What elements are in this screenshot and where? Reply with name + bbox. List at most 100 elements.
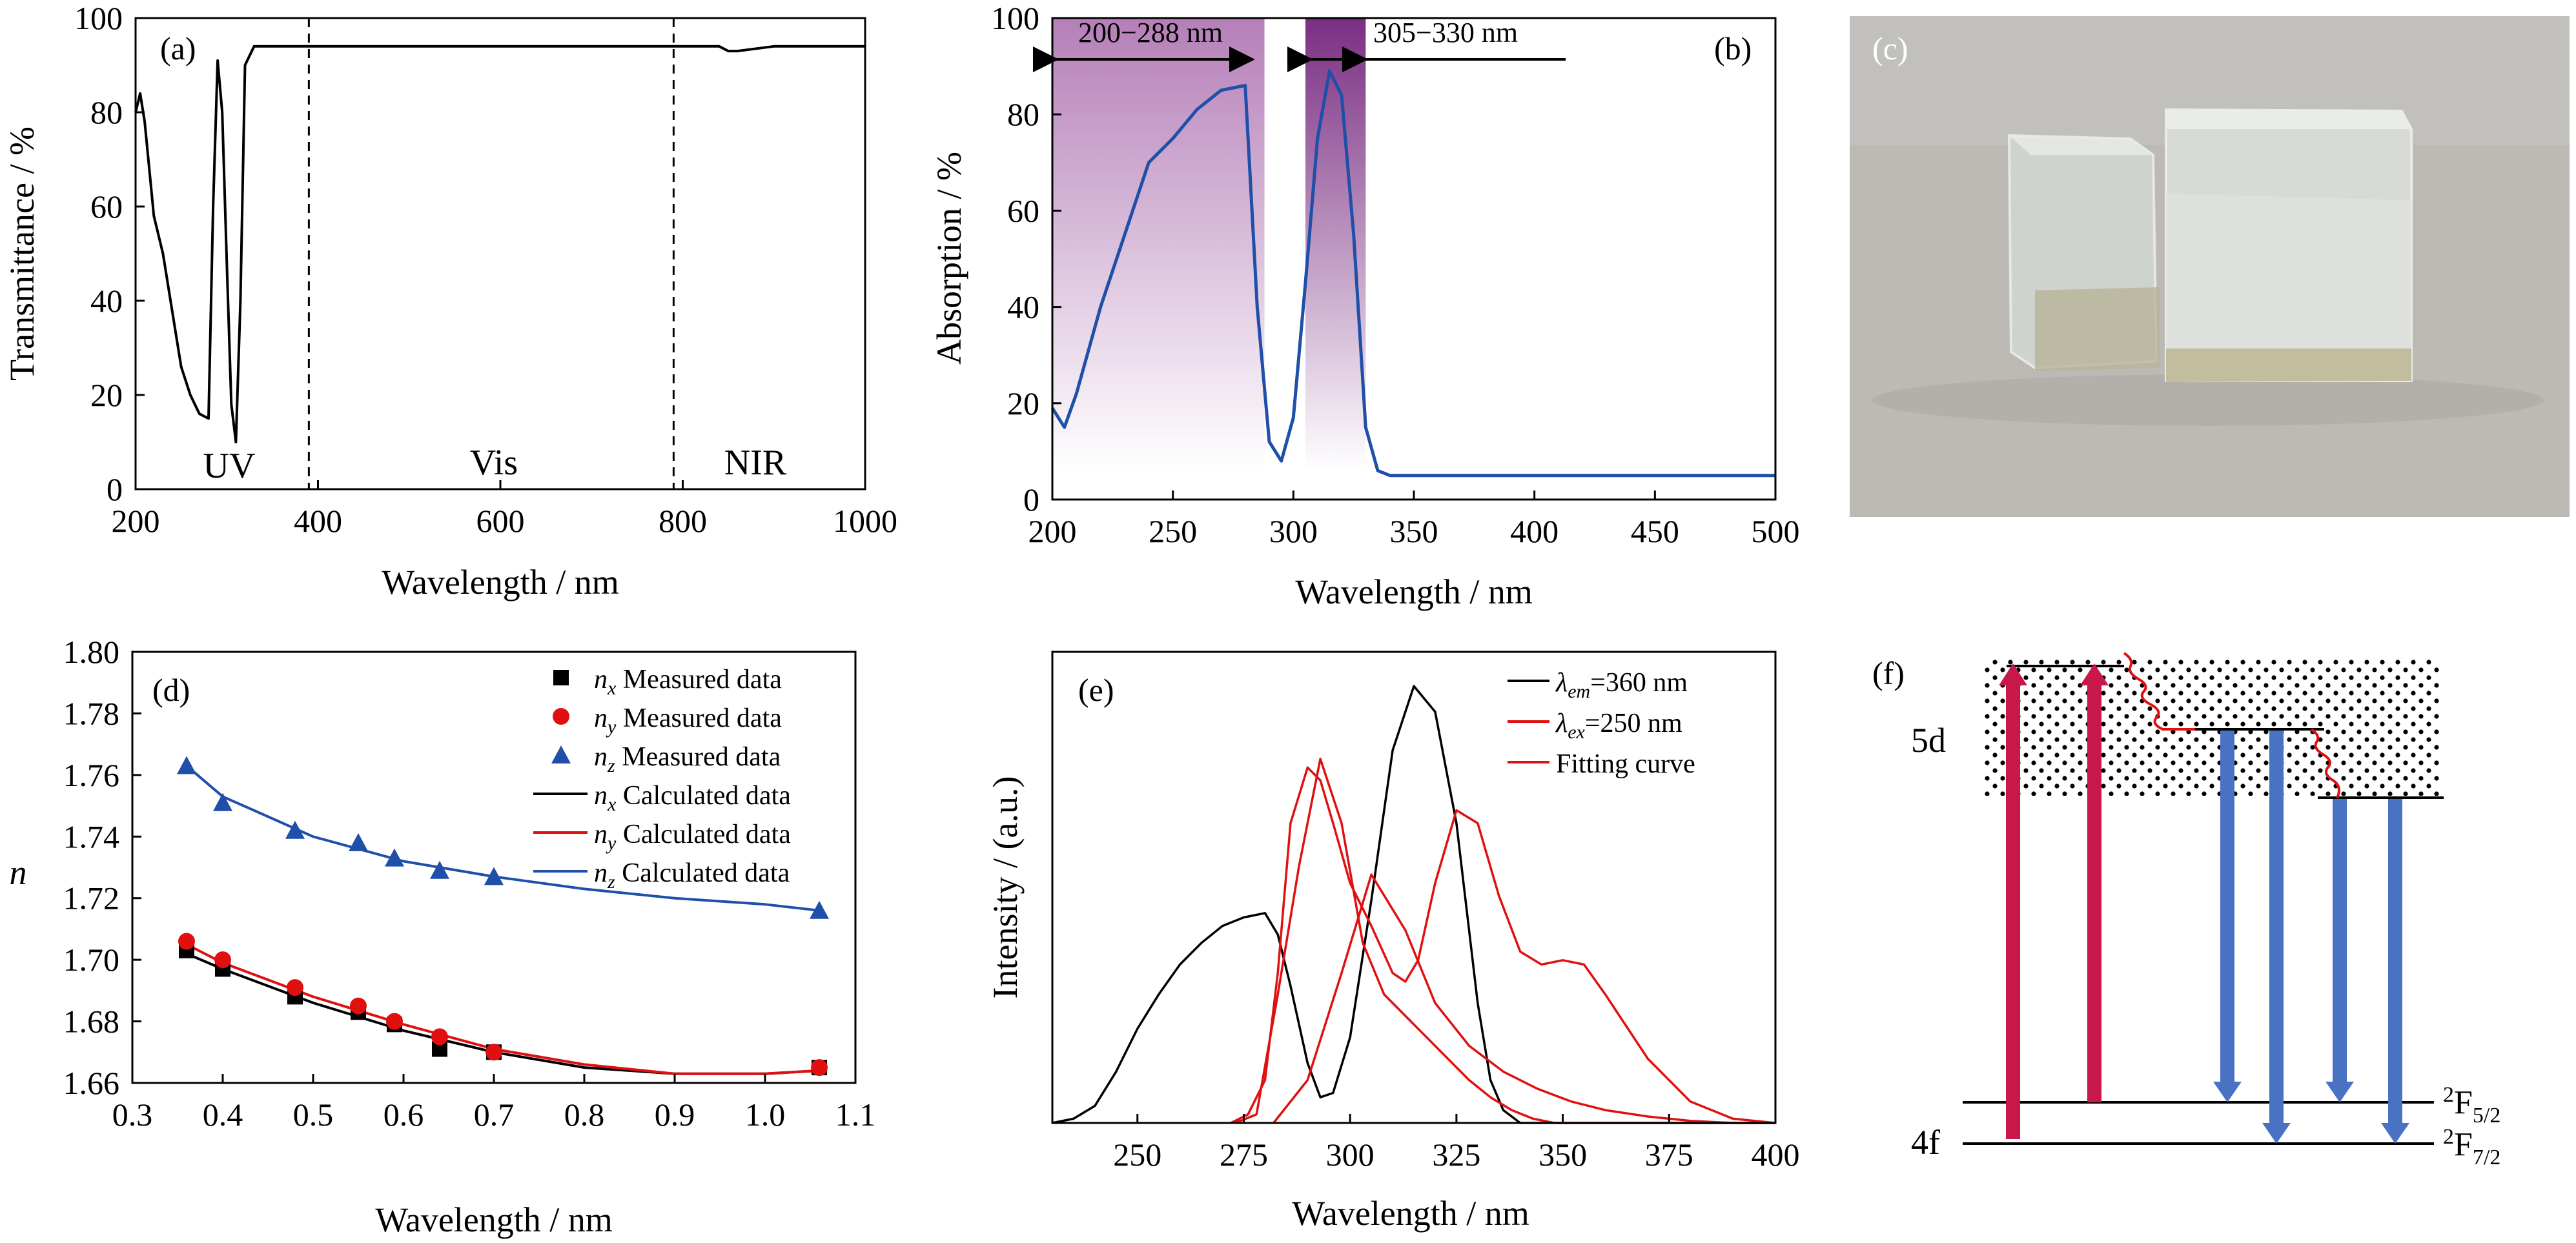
panel-b-ytick-label: 40 — [1007, 289, 1039, 325]
nz-point — [484, 867, 504, 885]
panel-a-ytick-label: 40 — [90, 283, 123, 319]
ny-point — [178, 933, 195, 950]
spectrum-1 — [1230, 766, 1776, 1124]
panel-a-transmittance: 200 400 600 800 1000 0 20 40 60 80 100 (a) Wavelen… — [3, 0, 897, 601]
legend-nx-marker — [553, 670, 569, 685]
panel-d-refractive-index: 0.3 0.4 0.5 0.6 0.7 0.8 0.9 1.0 1.1 1.66 1.68 1.70 1… — [10, 634, 876, 1239]
panel-e-xtick-label: 275 — [1220, 1137, 1268, 1173]
panel-a-ytick-label: 100 — [74, 0, 123, 36]
crystal-shadow — [1872, 374, 2544, 426]
panel-e-xtick-label: 400 — [1752, 1137, 1800, 1173]
panel-e-xtick-label: 350 — [1538, 1137, 1587, 1173]
5d-band — [1982, 657, 2440, 796]
legend-entry: nx Measured data — [594, 665, 782, 699]
panel-d-ytick-label: 1.78 — [63, 695, 120, 731]
panel-d-xtick-label: 0.5 — [293, 1096, 334, 1133]
panel-a-xtick-label: 800 — [659, 503, 707, 539]
panel-a-ytick-label: 60 — [90, 188, 123, 225]
ny-point — [350, 997, 367, 1015]
panel-a-xtick-label: 200 — [112, 503, 160, 539]
panel-a-xtick-label: 1000 — [833, 503, 897, 539]
panel-e-ylabel: Intensity / (a.u.) — [986, 776, 1025, 999]
legend-entry: nx Calculated data — [594, 781, 791, 815]
panel-e-xtick-label: 250 — [1113, 1137, 1161, 1173]
panel-e-frame — [1051, 651, 1777, 1124]
panel-d-xlabel: Wavelength / nm — [375, 1200, 613, 1239]
band1-label: 200−288 nm — [1078, 17, 1223, 48]
panel-d-ytick-label: 1.68 — [63, 1004, 120, 1040]
region-label-uv: UV — [203, 446, 256, 486]
panel-d-ytick-label: 1.72 — [63, 880, 120, 916]
legend-entry: ny Measured data — [594, 703, 782, 738]
nonradiative-relaxation-2 — [2310, 728, 2341, 798]
panel-e-legend: λem=360 nm λex=250 nm Fitting curve — [1508, 668, 1695, 779]
panel-b-xtick-label: 200 — [1028, 513, 1077, 549]
absorption-curve — [1050, 69, 1775, 478]
panel-b-label: (b) — [1714, 30, 1752, 66]
panel-b-ylabel: Absorption / % — [930, 152, 968, 365]
nz-point — [385, 848, 404, 867]
panel-d-xtick-label: 0.8 — [564, 1096, 605, 1133]
panel-e-xtick-label: 375 — [1645, 1137, 1693, 1173]
panel-b-xtick-label: 350 — [1390, 513, 1438, 549]
panel-e-xtick-label: 300 — [1326, 1137, 1375, 1173]
legend-entry: λex=250 nm — [1555, 709, 1682, 743]
panel-b-ytick-label: 0 — [1023, 481, 1039, 518]
nonradiative-relaxation-1 — [2123, 652, 2195, 731]
region-label-vis: Vis — [470, 443, 518, 483]
nz-point — [349, 833, 368, 851]
nz-point — [177, 756, 196, 774]
panel-b-ytick-label: 60 — [1007, 192, 1039, 228]
ny-point — [811, 1059, 828, 1076]
band2-label: 305−330 nm — [1373, 17, 1518, 48]
panel-a-ytick-label: 20 — [90, 377, 123, 413]
level-label-5d: 5d — [1911, 721, 1946, 760]
transmittance-curve — [134, 45, 865, 443]
legend-entry: λem=360 nm — [1555, 668, 1688, 702]
panel-c-crystal-photo: (c) — [1850, 16, 2570, 517]
ny-point — [214, 951, 231, 969]
panel-e-xtick-label: 325 — [1432, 1137, 1480, 1173]
panel-b-ytick-label: 20 — [1007, 385, 1039, 421]
nz-point — [810, 900, 829, 919]
term-label-2F7-2: 2F7/2 — [2443, 1125, 2500, 1169]
panel-b-xlabel: Wavelength / nm — [1295, 572, 1533, 611]
fit-component-2 — [1273, 873, 1775, 1124]
nz-point — [430, 860, 449, 879]
panel-d-xtick-label: 0.9 — [655, 1096, 695, 1133]
panel-c-label: (c) — [1872, 30, 1908, 66]
level-label-4f: 4f — [1911, 1123, 1940, 1162]
panel-d-xtick-label: 0.7 — [474, 1096, 515, 1133]
panel-a-ytick-label: 0 — [107, 471, 123, 507]
panel-d-label: (d) — [152, 672, 190, 708]
panel-d-ytick-label: 1.70 — [63, 942, 120, 978]
ny-point — [287, 979, 303, 996]
panel-b-xtick-label: 450 — [1631, 513, 1679, 549]
nz-point — [213, 793, 232, 811]
panel-b-xtick-label: 300 — [1269, 513, 1318, 549]
panel-f-label: (f) — [1872, 655, 1905, 691]
panel-b-absorption: 200 250 300 350 400 450 500 0 20 40 60 80 100 (b) 20… — [930, 0, 1800, 611]
legend-ny-marker — [553, 708, 569, 725]
panel-d-ytick-label: 1.76 — [63, 757, 120, 793]
legend-entry: ny Calculated data — [594, 820, 791, 854]
panel-d-ytick-label: 1.66 — [63, 1065, 120, 1101]
nz-point — [285, 820, 305, 839]
panel-d-xtick-label: 1.1 — [835, 1096, 876, 1133]
calc-curve-nx — [186, 952, 820, 1075]
panel-b-xtick-label: 500 — [1752, 513, 1800, 549]
ny-point — [431, 1028, 448, 1046]
panel-b-xtick-label: 250 — [1149, 513, 1197, 549]
panel-d-ylabel: n — [10, 853, 27, 892]
spectrum-2 — [1234, 758, 1775, 1124]
panel-b-ytick-label: 80 — [1007, 96, 1039, 132]
panel-b-xtick-label: 400 — [1510, 513, 1559, 549]
ny-point — [386, 1013, 403, 1030]
panel-a-ylabel: Transmittance / % — [3, 126, 41, 381]
panel-e-label: (e) — [1078, 672, 1114, 708]
panel-d-xtick-label: 0.3 — [112, 1096, 153, 1133]
panel-f-energy-diagram: (f) 5d 4f 2F5/2 2F7/2 — [1872, 652, 2500, 1169]
legend-entry: nz Measured data — [594, 742, 781, 776]
panel-a-xtick-label: 400 — [294, 503, 342, 539]
